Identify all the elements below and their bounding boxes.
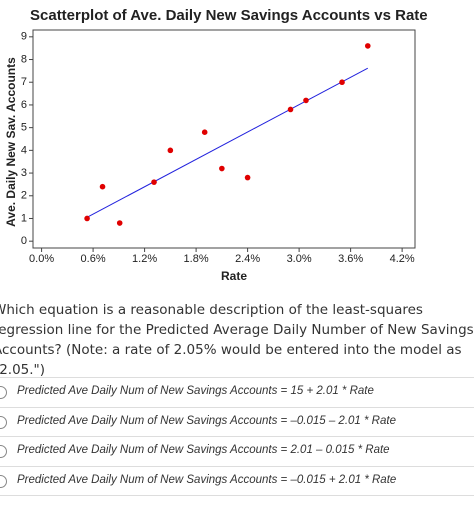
point xyxy=(84,215,90,222)
option-label[interactable]: Predicted Ave Daily Num of New Savings A… xyxy=(17,385,374,397)
point xyxy=(99,183,106,190)
y-axis-label: Ave. Daily New Sav. Accounts xyxy=(4,57,18,227)
answer-option[interactable]: Predicted Ave Daily Num of New Savings A… xyxy=(0,436,474,466)
x-tick-label: 4.2% xyxy=(390,253,415,265)
x-tick-label: 0.6% xyxy=(81,253,106,265)
question-text: Which equation is a reasonable descripti… xyxy=(0,302,474,378)
point xyxy=(339,79,345,86)
chart: Scatterplot of Ave. Daily New Savings Ac… xyxy=(4,7,428,283)
x-tick-label: 3.6% xyxy=(338,253,363,265)
answer-option[interactable]: Predicted Ave Daily Num of New Savings A… xyxy=(0,377,474,407)
y-tick-label: 5 xyxy=(21,122,27,134)
page: Scatterplot of Ave. Daily New Savings Ac… xyxy=(0,6,474,496)
radio-button[interactable] xyxy=(0,474,7,488)
y-tick-label: 6 xyxy=(21,99,27,111)
chart-title: Scatterplot of Ave. Daily New Savings Ac… xyxy=(30,7,428,24)
point xyxy=(151,179,157,185)
x-tick-label: 1.2% xyxy=(132,253,157,265)
plot-frame xyxy=(32,29,416,249)
radio-button[interactable] xyxy=(0,386,7,399)
x-tick-label: 2.4% xyxy=(235,253,260,265)
separator xyxy=(0,495,474,525)
point xyxy=(303,97,309,104)
point xyxy=(364,43,371,49)
x-tick-label: 3.0% xyxy=(287,253,312,265)
y-tick-label: 8 xyxy=(21,53,27,65)
radio-button[interactable] xyxy=(0,415,7,429)
y-tick-label: 3 xyxy=(21,167,27,179)
point xyxy=(244,174,251,181)
question: Which equation is a reasonable descripti… xyxy=(0,300,474,380)
y-tick-label: 2 xyxy=(21,190,27,202)
x-tick-label: 0.0% xyxy=(29,253,54,265)
point xyxy=(287,106,294,113)
option-label[interactable]: Predicted Ave Daily Num of New Savings A… xyxy=(17,444,390,456)
x-axis-label: Rate xyxy=(221,269,247,283)
answer-option[interactable]: Predicted Ave Daily Num of New Savings A… xyxy=(0,465,474,496)
trend-line xyxy=(86,67,369,218)
x-tick-label: 1.8% xyxy=(184,253,209,265)
point xyxy=(201,129,208,135)
point xyxy=(219,165,225,172)
y-tick-label: 0 xyxy=(21,235,27,247)
y-tick-label: 7 xyxy=(21,76,27,88)
point xyxy=(167,147,174,154)
y-tick-label: 1 xyxy=(21,212,27,224)
answer-option[interactable]: Predicted Ave Daily Num of New Savings A… xyxy=(0,406,474,437)
point xyxy=(116,220,123,226)
radio-button[interactable] xyxy=(0,445,7,458)
option-label[interactable]: Predicted Ave Daily Num of New Savings A… xyxy=(17,414,396,427)
y-tick-label: 9 xyxy=(21,31,27,43)
y-tick-label: 4 xyxy=(21,144,27,156)
option-label[interactable]: Predicted Ave Daily Num of New Savings A… xyxy=(17,473,397,486)
